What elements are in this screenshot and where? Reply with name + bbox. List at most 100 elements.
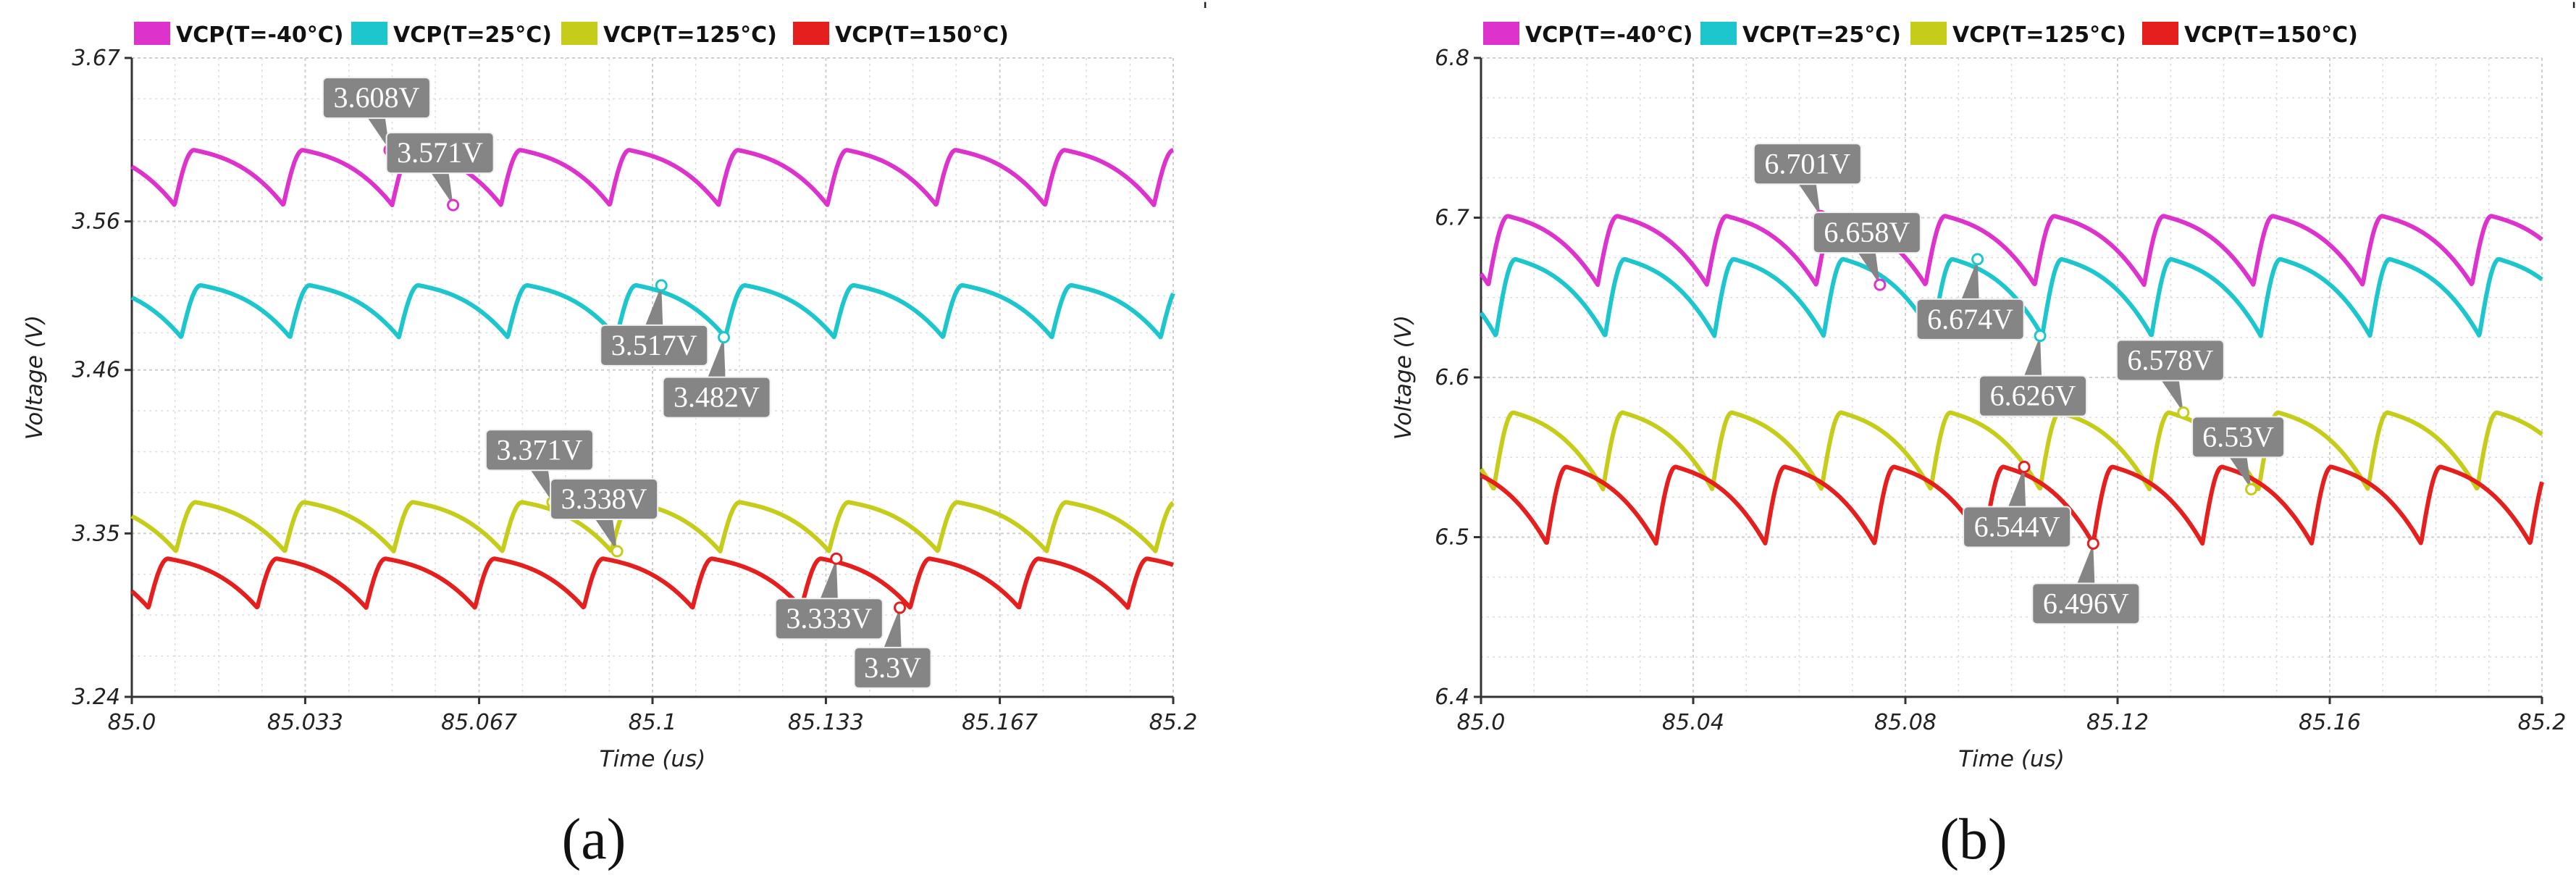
legend-label: VCP(T=150°C) <box>835 22 1009 48</box>
y-tick-label: 3.35 <box>72 521 120 546</box>
annotation-label: 6.544V <box>1974 510 2060 543</box>
x-tick-label: 85.167 <box>962 710 1038 735</box>
x-tick-label: 85.12 <box>2086 710 2149 735</box>
annotation: 6.674V <box>1916 253 2025 340</box>
annotation-pointer <box>1858 253 1880 285</box>
annotation-label: 6.658V <box>1824 216 1910 248</box>
annotation-box <box>2115 339 2225 382</box>
annotation-marker <box>1971 253 1984 266</box>
annotation: 3.517V <box>600 279 709 367</box>
annotation-label: 3.333V <box>786 602 872 635</box>
annotation-label: 3.482V <box>674 381 760 414</box>
annotation-box <box>1963 506 2072 548</box>
annotation-pointer <box>820 559 838 599</box>
annotation: 3.571V <box>385 132 495 212</box>
x-tick-label: 85.067 <box>441 710 517 735</box>
annotation-marker <box>2177 406 2190 419</box>
legend-swatch <box>1483 22 1519 45</box>
panel-label: (a) <box>562 808 626 871</box>
annotation-label: 3.371V <box>497 433 583 466</box>
annotation-box <box>1916 298 2025 340</box>
legend-swatch <box>134 22 170 45</box>
annotation-pointer <box>2008 467 2026 507</box>
x-tick-label: 85.0 <box>1457 710 1506 735</box>
annotation-label: 6.53V <box>2202 420 2274 453</box>
x-axis-label: Time (us) <box>1958 746 2065 772</box>
annotation-marker <box>2018 460 2031 473</box>
y-tick-label: 6.8 <box>1435 46 1469 71</box>
legend-swatch <box>1910 22 1947 45</box>
annotation-box <box>2191 416 2286 459</box>
annotation-marker <box>2034 330 2047 343</box>
annotation-box <box>1979 375 2088 417</box>
annotation-pointer <box>1798 184 1821 217</box>
annotation-label: 3.608V <box>333 81 419 114</box>
annotation-pointer <box>708 337 726 377</box>
annotation: 3.608V <box>322 77 431 156</box>
annotation: 6.496V <box>2031 537 2141 625</box>
series-line <box>130 283 1175 340</box>
annotation-label: 3.338V <box>561 482 647 515</box>
y-tick-label: 6.5 <box>1435 525 1469 551</box>
annotation-pointer <box>2229 457 2252 490</box>
annotation-pointer <box>530 470 553 503</box>
annotation-marker <box>894 601 907 614</box>
annotation-pointer <box>2161 380 2183 413</box>
annotation-marker <box>718 331 731 344</box>
annotation-label: 6.496V <box>2043 587 2129 619</box>
annotation-pointer <box>2077 543 2095 584</box>
x-axis-label: Time (us) <box>600 746 706 772</box>
legend-swatch <box>351 22 387 45</box>
annotation-label: 6.701V <box>1764 147 1850 180</box>
series-line <box>130 556 1175 610</box>
annotation-marker <box>655 279 668 292</box>
panel-label: (b) <box>1939 808 2007 871</box>
corner-mark: ' <box>2571 0 2576 24</box>
annotation-marker <box>1874 278 1887 291</box>
annotation-label: 6.626V <box>1990 380 2076 412</box>
x-tick-label: 85.04 <box>1662 710 1724 735</box>
annotation: 6.578V <box>2115 339 2225 419</box>
annotation-box <box>600 324 709 367</box>
legend-label: VCP(T=25°C) <box>1742 22 1901 48</box>
x-tick-label: 85.2 <box>1149 710 1198 735</box>
annotation-pointer <box>645 285 663 325</box>
y-axis-label: Voltage (V) <box>22 315 48 440</box>
series-line <box>1479 214 2543 288</box>
annotation-box <box>1753 143 1862 185</box>
annotation-box <box>484 429 594 472</box>
annotation-label: 3.517V <box>611 329 697 361</box>
annotation-pointer <box>2024 335 2042 376</box>
annotation-box <box>2031 582 2141 625</box>
series-line <box>130 148 1175 208</box>
x-tick-label: 85.2 <box>2518 710 2567 735</box>
annotation-box <box>385 132 495 175</box>
annotation-marker <box>611 545 624 558</box>
annotation-box <box>322 77 431 120</box>
x-tick-label: 85.0 <box>108 710 156 735</box>
annotation: 6.53V <box>2191 416 2286 495</box>
chart-panel-a: 85.0 85.033 85.067 85.1 85.133 85.167 85.2 3.24… <box>22 0 1208 871</box>
annotation-marker <box>2086 537 2099 550</box>
annotation: 3.333V <box>774 552 884 640</box>
legend-swatch <box>793 22 829 45</box>
annotation-label: 6.674V <box>1927 303 2013 335</box>
x-tick-label: 85.133 <box>788 710 864 735</box>
legend-swatch <box>561 22 597 45</box>
y-tick-label: 6.4 <box>1435 685 1469 710</box>
annotation: 3.338V <box>550 477 659 558</box>
annotation-pointer <box>367 118 390 151</box>
annotation: 3.482V <box>662 331 771 419</box>
legend-item: VCP(T=-40°C) <box>1483 22 1692 48</box>
legend-item: VCP(T=25°C) <box>1700 22 1901 48</box>
annotation-box <box>853 646 932 689</box>
annotation: 6.626V <box>1979 330 2088 417</box>
y-tick-label: 3.46 <box>72 358 120 383</box>
legend-label: VCP(T=-40°C) <box>1525 22 1692 48</box>
annotation-pointer <box>431 173 453 206</box>
annotation-marker <box>447 198 460 212</box>
annotation-label: 6.578V <box>2127 344 2213 377</box>
series-line <box>1480 464 2544 546</box>
legend-item: VCP(T=125°C) <box>561 22 777 48</box>
